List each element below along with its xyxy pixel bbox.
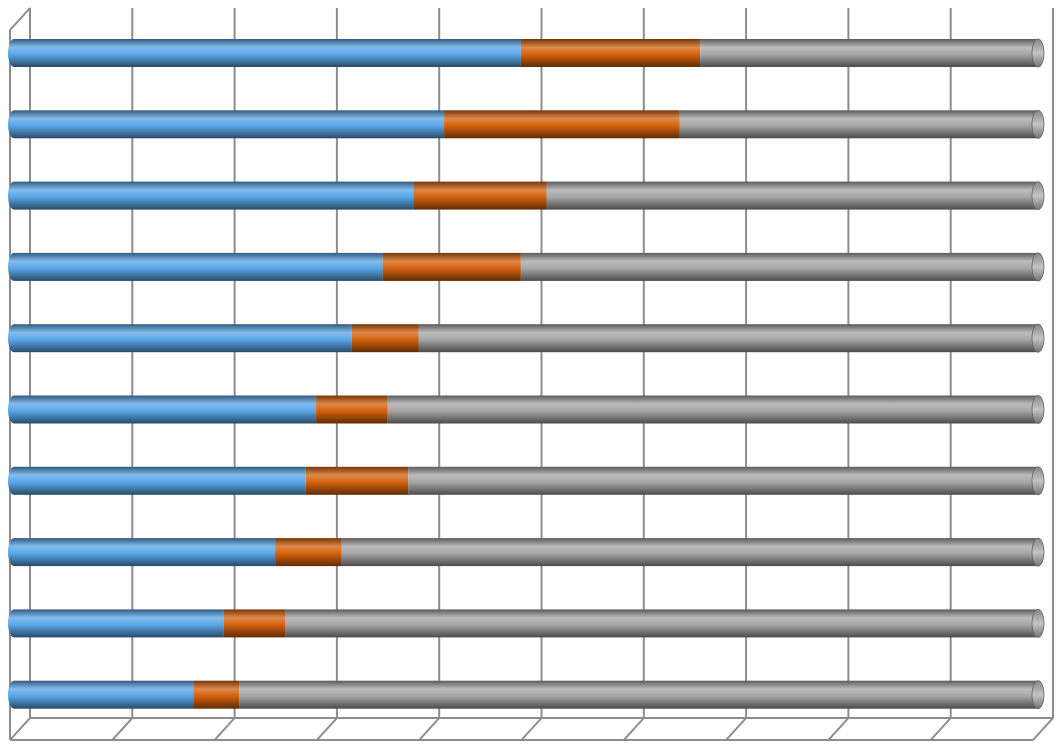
bar-segment bbox=[14, 110, 445, 139]
bar-cap-end bbox=[1031, 252, 1045, 282]
bar-segment bbox=[679, 110, 1038, 139]
bar-segment bbox=[14, 181, 414, 210]
bar-segment bbox=[408, 466, 1038, 495]
floor-grid-line bbox=[929, 717, 952, 741]
floor-grid-line bbox=[725, 717, 747, 741]
bar-segment bbox=[520, 39, 701, 67]
bar-cap-end bbox=[1031, 323, 1045, 353]
bar-cap-end bbox=[1031, 38, 1045, 68]
bar-segment bbox=[14, 395, 317, 424]
bar-segment bbox=[285, 609, 1038, 638]
bar-segment bbox=[275, 538, 342, 567]
bar-cap-end bbox=[1031, 609, 1045, 638]
bar-segment bbox=[700, 39, 1038, 67]
bar-cap-end bbox=[1031, 537, 1045, 567]
floor-grid-line bbox=[1032, 717, 1054, 741]
bar-segment bbox=[14, 609, 224, 638]
bar-segment bbox=[316, 395, 388, 424]
floor-grid-line bbox=[316, 717, 338, 741]
side-wall-top bbox=[9, 7, 31, 31]
bar-cap-end bbox=[1031, 466, 1045, 496]
bar-segment bbox=[14, 466, 306, 495]
bar-cap-end bbox=[1031, 181, 1045, 211]
floor-grid-line bbox=[623, 717, 645, 741]
floor-grid-line bbox=[213, 717, 236, 741]
bar-cap-end bbox=[1031, 680, 1045, 710]
bar-segment bbox=[14, 39, 521, 67]
floor-grid-line bbox=[418, 717, 440, 741]
bar-segment bbox=[14, 538, 276, 567]
bar-cap-end bbox=[1031, 109, 1045, 139]
bar-segment bbox=[193, 680, 240, 709]
floor-grid-line bbox=[9, 717, 31, 741]
floor-grid-line bbox=[520, 717, 543, 741]
bar-segment bbox=[387, 395, 1038, 424]
bar-segment bbox=[546, 181, 1038, 210]
bar-segment bbox=[223, 609, 286, 638]
bar-segment bbox=[444, 110, 680, 139]
bar-segment bbox=[520, 252, 1038, 281]
bar-segment bbox=[341, 538, 1038, 567]
bar-segment bbox=[418, 324, 1039, 353]
bar-segment bbox=[382, 252, 521, 281]
bar-segment bbox=[351, 324, 419, 353]
bar-segment bbox=[14, 324, 352, 353]
bar-cap-end bbox=[1031, 395, 1045, 424]
bar-segment bbox=[14, 252, 383, 281]
bar-segment bbox=[239, 680, 1038, 709]
floor-grid-line bbox=[111, 717, 134, 741]
floor-grid-line bbox=[827, 717, 850, 741]
bar-segment bbox=[305, 466, 409, 495]
bar-segment bbox=[413, 181, 547, 210]
bar-segment bbox=[14, 680, 194, 709]
